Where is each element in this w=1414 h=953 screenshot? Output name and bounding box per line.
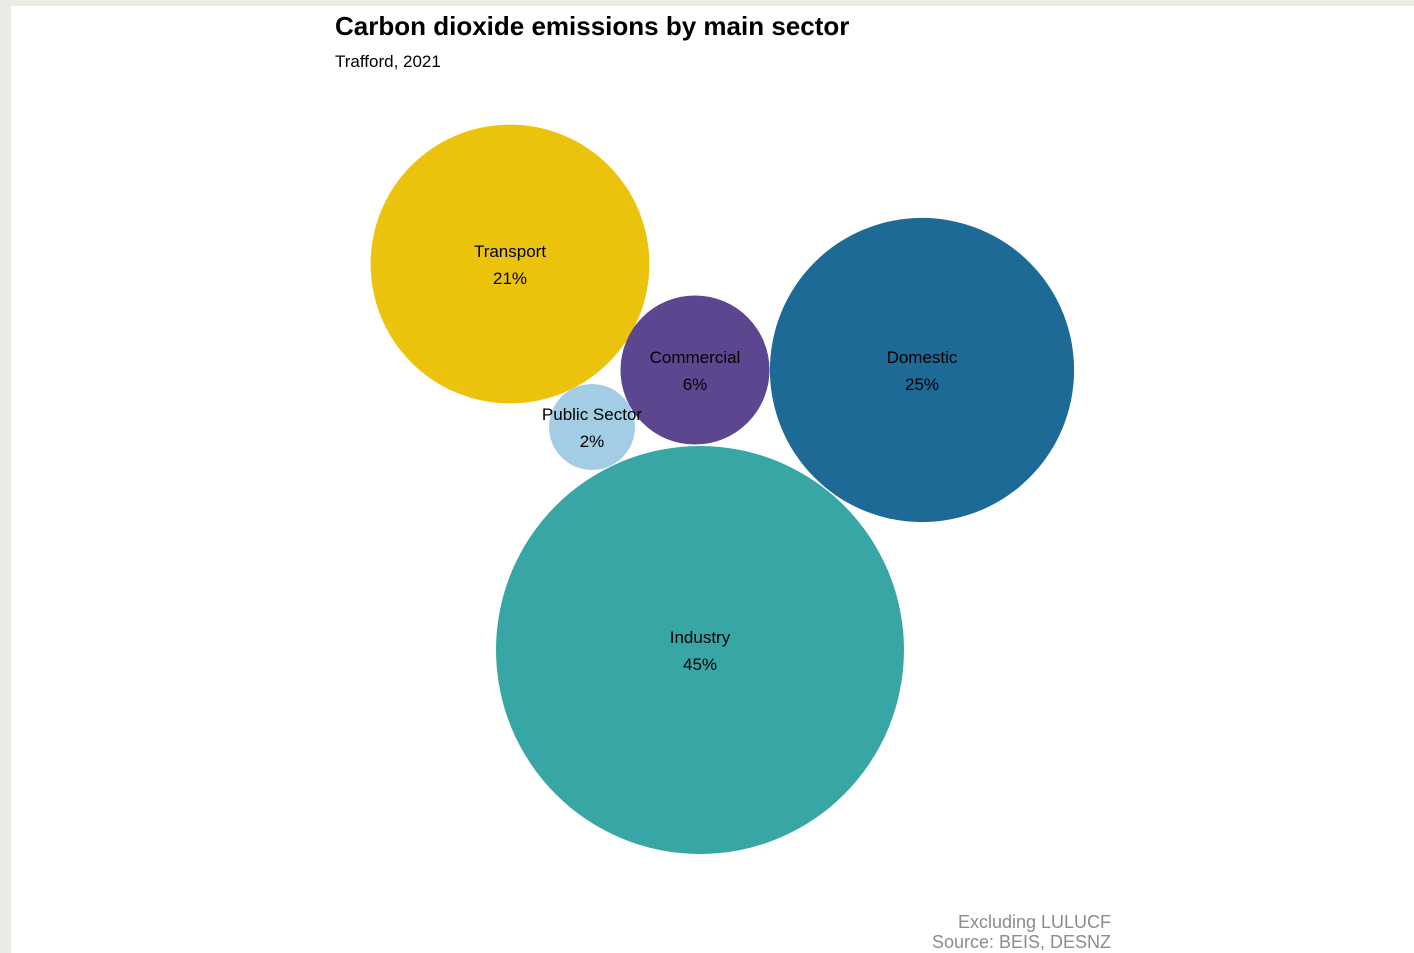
bubble-label-transport: Transport — [474, 242, 546, 261]
chart-panel: Carbon dioxide emissions by main sector … — [11, 6, 1414, 953]
caption-note: Excluding LULUCF — [957, 912, 1111, 932]
bubble-value-domestic: 25% — [905, 375, 939, 394]
bubble-value-transport: 21% — [493, 269, 527, 288]
bubble-value-commercial: 6% — [683, 375, 708, 394]
bubble-domestic — [769, 217, 1075, 523]
bubble-transport — [370, 124, 650, 404]
bubble-label-domestic: Domestic — [887, 348, 958, 367]
chart-caption: Excluding LULUCF Source: BEIS, DESNZ — [932, 912, 1111, 952]
chart-subtitle: Trafford, 2021 — [335, 52, 441, 71]
chart-title: Carbon dioxide emissions by main sector — [335, 11, 850, 41]
bubble-public-sector — [549, 384, 635, 470]
bubble-value-public-sector: 2% — [580, 432, 605, 451]
bubble-value-industry: 45% — [683, 655, 717, 674]
bubble-label-industry: Industry — [670, 628, 731, 647]
bubble-chart: Industry 45% Domestic 25% Transport 21% Commer… — [370, 124, 1075, 854]
bubble-label-commercial: Commercial — [650, 348, 741, 367]
caption-source: Source: BEIS, DESNZ — [931, 932, 1111, 952]
bubble-commercial — [620, 295, 770, 445]
bubble-industry — [496, 446, 904, 854]
bubble-label-public-sector: Public Sector — [542, 405, 642, 424]
